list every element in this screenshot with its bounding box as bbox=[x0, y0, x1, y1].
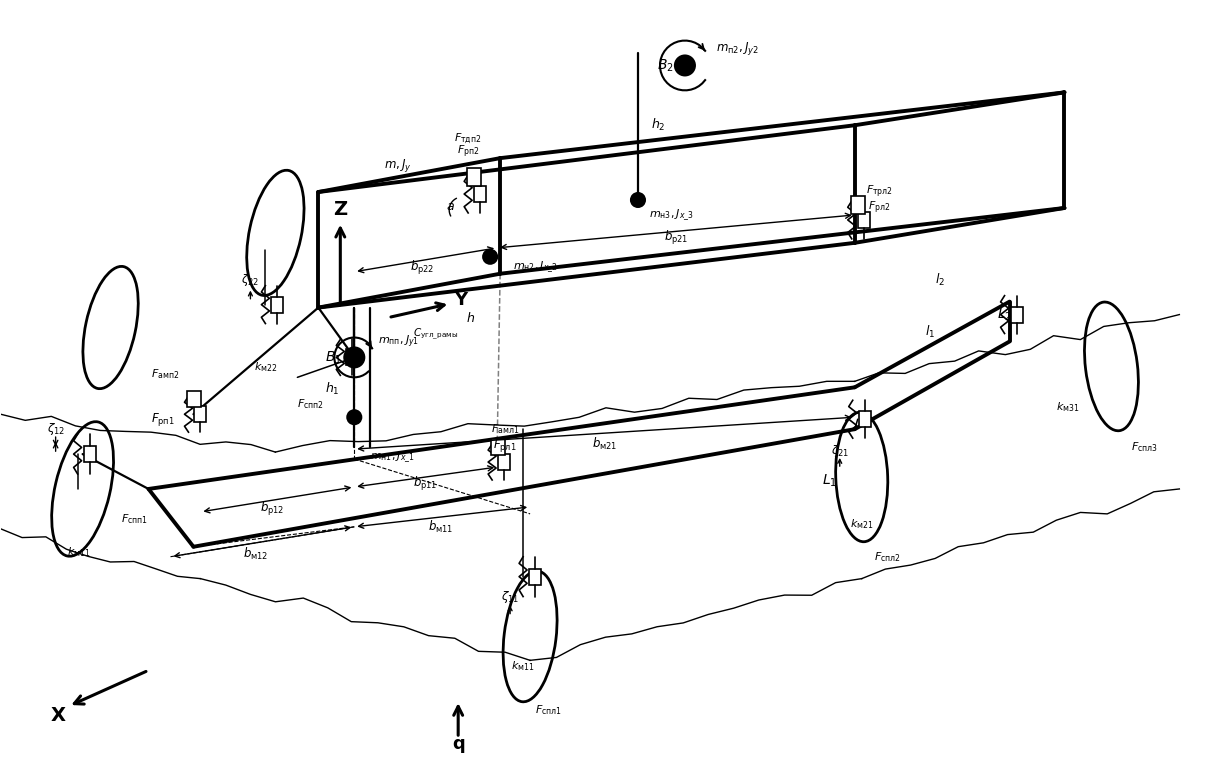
Bar bbox=[859, 412, 870, 428]
Text: $F_{\rm трл2}$: $F_{\rm трл2}$ bbox=[866, 183, 893, 200]
Text: $k_{\rm м22}$: $k_{\rm м22}$ bbox=[253, 361, 277, 374]
Circle shape bbox=[348, 410, 361, 424]
Text: $C_{\rm угл\_рамы}$: $C_{\rm угл\_рамы}$ bbox=[413, 327, 458, 342]
Bar bbox=[474, 186, 487, 202]
Text: $\zeta_{21}$: $\zeta_{21}$ bbox=[831, 443, 849, 459]
Bar bbox=[347, 349, 359, 365]
Text: $a$: $a$ bbox=[446, 200, 455, 214]
Text: $m_{\rm пп}, J_{y1}$: $m_{\rm пп}, J_{y1}$ bbox=[377, 334, 419, 349]
Text: $F_{\rm спл2}$: $F_{\rm спл2}$ bbox=[874, 550, 901, 564]
Text: $\mathbf{q}$: $\mathbf{q}$ bbox=[451, 737, 465, 755]
Text: $\mathbf{Y}$: $\mathbf{Y}$ bbox=[455, 290, 469, 309]
Text: $F_{\rm тдп2}$: $F_{\rm тдп2}$ bbox=[455, 131, 482, 146]
Text: $b_{\rm р22}$: $b_{\rm р22}$ bbox=[410, 258, 434, 277]
Text: $F_{\rm амп2}$: $F_{\rm амп2}$ bbox=[151, 368, 179, 381]
Text: $m_{\rm н3}, J_{x\_3}$: $m_{\rm н3}, J_{x\_3}$ bbox=[649, 207, 694, 223]
Text: $\zeta_{22}$: $\zeta_{22}$ bbox=[241, 271, 259, 288]
Text: $b_{\rm р11}$: $b_{\rm р11}$ bbox=[413, 475, 438, 493]
Text: $b_{\rm м21}$: $b_{\rm м21}$ bbox=[592, 436, 618, 453]
Text: $\mathbf{Z}$: $\mathbf{Z}$ bbox=[333, 200, 348, 220]
Bar bbox=[1010, 306, 1023, 323]
Text: $h_1$: $h_1$ bbox=[324, 381, 339, 397]
Text: $m, J_y$: $m, J_y$ bbox=[385, 157, 412, 174]
Bar bbox=[492, 439, 505, 455]
Text: $k_{\rm м31}$: $k_{\rm м31}$ bbox=[1056, 400, 1079, 414]
Bar bbox=[498, 454, 510, 470]
Text: $B_2$: $B_2$ bbox=[656, 58, 673, 74]
Text: $k_{\rm м11}$: $k_{\rm м11}$ bbox=[66, 545, 91, 559]
Text: $m_{\rm н2}, J_{x\_2}$: $m_{\rm н2}, J_{x\_2}$ bbox=[512, 260, 558, 275]
Circle shape bbox=[344, 347, 364, 368]
Text: $F_{\rm спл1}$: $F_{\rm спл1}$ bbox=[535, 703, 562, 717]
Bar bbox=[467, 168, 481, 186]
Text: $B_1$: $B_1$ bbox=[324, 349, 342, 365]
Text: $F_{\rm рл2}$: $F_{\rm рл2}$ bbox=[869, 200, 891, 216]
Text: $b_{\rm р21}$: $b_{\rm р21}$ bbox=[664, 229, 688, 247]
Text: $F_{\rm рп2}$: $F_{\rm рп2}$ bbox=[457, 144, 479, 161]
Bar bbox=[272, 296, 284, 312]
Text: $b_{\rm м11}$: $b_{\rm м11}$ bbox=[428, 518, 454, 535]
Text: $F_{\rm амл1}$: $F_{\rm амл1}$ bbox=[492, 422, 520, 436]
Text: $h$: $h$ bbox=[466, 311, 474, 324]
Text: $b_{\rm м12}$: $b_{\rm м12}$ bbox=[243, 546, 268, 562]
Text: $\zeta_{12}$: $\zeta_{12}$ bbox=[47, 421, 65, 437]
Text: $h_2$: $h_2$ bbox=[650, 117, 665, 133]
Text: $F_{\rm спп1}$: $F_{\rm спп1}$ bbox=[120, 512, 147, 526]
Text: $\zeta_{11}$: $\zeta_{11}$ bbox=[501, 588, 519, 605]
Text: $k_{\rm м21}$: $k_{\rm м21}$ bbox=[850, 517, 874, 531]
Text: $l_1$: $l_1$ bbox=[924, 324, 935, 340]
Text: $L_1$: $L_1$ bbox=[822, 473, 837, 489]
Bar bbox=[530, 568, 541, 584]
Circle shape bbox=[675, 55, 694, 76]
Bar bbox=[858, 212, 870, 228]
Circle shape bbox=[483, 250, 498, 264]
Text: $b_{\rm р12}$: $b_{\rm р12}$ bbox=[261, 500, 285, 518]
Text: $\mathbf{X}$: $\mathbf{X}$ bbox=[50, 706, 66, 725]
Text: $F_{\rm спп2}$: $F_{\rm спп2}$ bbox=[297, 397, 324, 411]
Text: $m_{\rm п2}, J_{y2}$: $m_{\rm п2}, J_{y2}$ bbox=[717, 40, 760, 57]
Text: $F_{\rm спл3}$: $F_{\rm спл3}$ bbox=[1131, 440, 1158, 454]
Bar bbox=[84, 446, 96, 462]
Text: $F_{\rm рл1}$: $F_{\rm рл1}$ bbox=[493, 437, 517, 453]
Text: $l_2$: $l_2$ bbox=[934, 271, 945, 288]
Text: $L_2$: $L_2$ bbox=[997, 306, 1011, 323]
Circle shape bbox=[630, 193, 645, 207]
Text: $m_{\rm н1}, J_{x\_1}$: $m_{\rm н1}, J_{x\_1}$ bbox=[370, 449, 414, 465]
Bar bbox=[188, 391, 202, 407]
Bar bbox=[194, 406, 206, 422]
Text: $k_{\rm м11}$: $k_{\rm м11}$ bbox=[511, 659, 535, 673]
Text: $F_{\rm рп1}$: $F_{\rm рп1}$ bbox=[151, 411, 175, 428]
Bar bbox=[850, 196, 865, 214]
